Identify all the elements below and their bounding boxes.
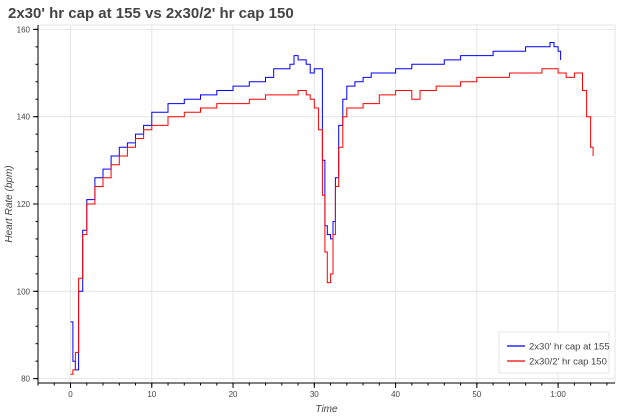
x-tick-label: 40: [391, 390, 400, 399]
legend-label-1: 2x30' hr cap at 155: [529, 342, 610, 353]
grid: [38, 25, 615, 383]
chart-title: 2x30' hr cap at 155 vs 2x30/2' hr cap 15…: [8, 5, 294, 22]
y-tick-label: 80: [21, 375, 30, 384]
axes: 0 10 20 30 40 50 1:00 80 100 120 140 160: [17, 25, 615, 399]
x-tick-label: 0: [68, 390, 73, 399]
legend: 2x30' hr cap at 155 2x30/2' hr cap 150: [498, 331, 610, 374]
series-line-1: [70, 42, 562, 371]
y-tick-label: 120: [17, 200, 31, 209]
x-tick-label: 1:00: [550, 390, 566, 399]
x-tick-label: 20: [229, 390, 238, 399]
y-tick-label: 160: [17, 25, 31, 34]
legend-label-2: 2x30/2' hr cap 150: [529, 357, 607, 368]
y-axis-label: Heart Rate (bpm): [4, 165, 15, 242]
x-tick-label: 10: [147, 390, 156, 399]
x-axis-label: Time: [315, 404, 338, 415]
x-tick-label: 30: [310, 390, 319, 399]
series-line-2: [70, 68, 594, 375]
y-tick-label: 100: [17, 287, 31, 296]
legend-box: [498, 331, 610, 374]
series-lines: [70, 42, 594, 375]
y-tick-label: 140: [17, 113, 31, 122]
x-tick-label: 50: [472, 390, 481, 399]
